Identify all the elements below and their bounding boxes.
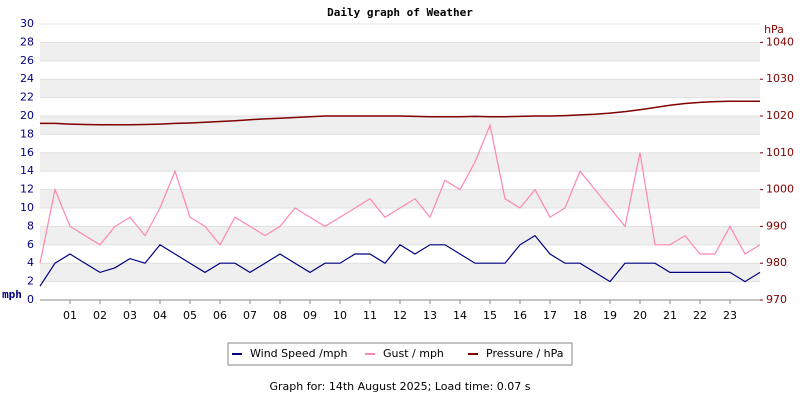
y2-tick-label: 1020 (766, 109, 794, 122)
grid-band (40, 189, 760, 208)
x-tick-label: 23 (723, 309, 737, 322)
x-tick-label: 22 (693, 309, 707, 322)
y-tick-label: 24 (20, 72, 34, 85)
y-tick-label: 16 (20, 146, 34, 159)
y-axis-label: mph (2, 288, 22, 301)
x-tick-label: 16 (513, 309, 527, 322)
x-tick-label: 11 (363, 309, 377, 322)
y2-axis-label: hPa (764, 23, 784, 36)
y-tick-label: 18 (20, 127, 34, 140)
y-tick-label: 30 (20, 17, 34, 30)
legend-label: Wind Speed /mph (250, 347, 348, 360)
x-tick-label: 20 (633, 309, 647, 322)
x-tick-label: 13 (423, 309, 437, 322)
x-tick-label: 09 (303, 309, 317, 322)
chart-title: Daily graph of Weather (327, 6, 473, 19)
x-tick-label: 17 (543, 309, 557, 322)
x-tick-label: 01 (63, 309, 77, 322)
x-tick-label: 15 (483, 309, 497, 322)
y-tick-label: 10 (20, 201, 34, 214)
y-tick-label: 4 (27, 256, 34, 269)
y2-tick-label: 1010 (766, 146, 794, 159)
y-tick-label: 8 (27, 219, 34, 232)
y2-tick-label: 980 (766, 256, 787, 269)
y-tick-label: 28 (20, 35, 34, 48)
footer: Graph for: 14th August 2025; Load time: … (270, 380, 531, 393)
y-tick-label: 14 (20, 164, 34, 177)
x-tick-label: 06 (213, 309, 227, 322)
y2-tick-label: 970 (766, 293, 787, 306)
x-tick-label: 08 (273, 309, 287, 322)
x-tick-label: 03 (123, 309, 137, 322)
y-tick-label: 12 (20, 183, 34, 196)
legend-label: Pressure / hPa (486, 347, 564, 360)
y2-tick-label: 1000 (766, 183, 794, 196)
x-tick-label: 05 (183, 309, 197, 322)
grid-band (40, 152, 760, 172)
series-line (40, 100, 760, 126)
legend-label: Gust / mph (383, 347, 444, 360)
y-tick-label: 2 (27, 275, 34, 288)
grid-band (40, 263, 760, 282)
y-tick-label: 20 (20, 109, 34, 122)
series-line (39, 234, 761, 287)
x-tick-label: 21 (663, 309, 677, 322)
y-tick-label: 26 (20, 54, 34, 67)
x-tick-label: 18 (573, 309, 587, 322)
y-tick-label: 22 (20, 91, 34, 104)
grid-band (40, 116, 760, 135)
x-tick-label: 07 (243, 309, 257, 322)
y-tick-label: 6 (27, 238, 34, 251)
y2-tick-label: 1030 (766, 72, 794, 85)
x-tick-label: 12 (393, 309, 407, 322)
grid-band (40, 226, 760, 245)
y-tick-label: 0 (27, 293, 34, 306)
series-line (39, 123, 761, 264)
grid-band (40, 42, 760, 61)
y2-tick-label: 990 (766, 219, 787, 232)
x-tick-label: 14 (453, 309, 467, 322)
legend-box (227, 342, 573, 366)
x-tick-label: 19 (603, 309, 617, 322)
grid-band (40, 79, 760, 98)
y2-tick-label: 1040 (766, 35, 794, 48)
x-tick-label: 10 (333, 309, 347, 322)
x-tick-label: 04 (153, 309, 167, 322)
x-tick-label: 02 (93, 309, 107, 322)
